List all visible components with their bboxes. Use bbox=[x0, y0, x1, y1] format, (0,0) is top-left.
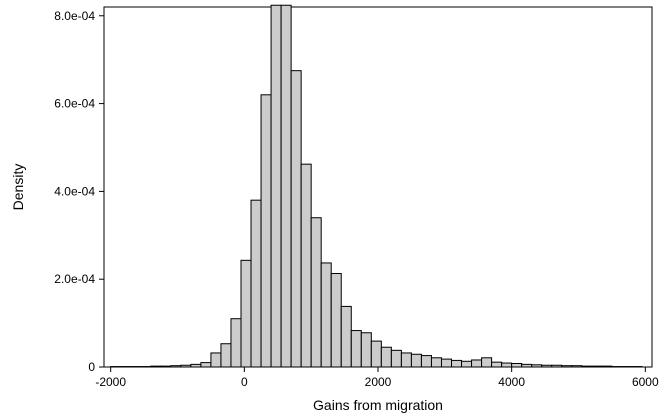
histogram-bar bbox=[461, 360, 473, 368]
histogram-bar bbox=[390, 349, 402, 368]
histogram-bar bbox=[591, 365, 603, 368]
histogram-bar bbox=[320, 262, 332, 368]
histogram-bar bbox=[410, 353, 422, 368]
histogram-bar bbox=[210, 352, 222, 368]
histogram-bar bbox=[491, 361, 503, 368]
histogram-bar bbox=[150, 365, 162, 368]
histogram-bar bbox=[481, 357, 493, 368]
histogram-bar bbox=[250, 199, 262, 368]
x-axis-title: Gains from migration bbox=[313, 397, 443, 413]
histogram-bar bbox=[180, 364, 192, 368]
histogram-bar bbox=[350, 330, 362, 368]
histogram-bar bbox=[340, 305, 352, 368]
histogram-bar bbox=[330, 272, 342, 368]
histogram-bar bbox=[420, 355, 432, 368]
y-tick-label: 8.0e-04 bbox=[54, 9, 95, 23]
histogram-bar bbox=[571, 365, 583, 368]
histogram-bar bbox=[280, 4, 292, 368]
y-axis-title: Density bbox=[10, 164, 26, 211]
histogram-bar bbox=[240, 259, 252, 368]
histogram-bar bbox=[601, 365, 613, 368]
x-tick-label: 4000 bbox=[498, 375, 525, 389]
histogram-bar bbox=[290, 70, 302, 368]
x-tick-label: 0 bbox=[241, 375, 248, 389]
bars-group bbox=[110, 4, 643, 368]
histogram-bar bbox=[451, 359, 463, 368]
histogram-bar bbox=[170, 365, 182, 368]
x-axis: -2000 0 2000 4000 6000 bbox=[95, 367, 659, 389]
histogram-bar bbox=[310, 217, 322, 368]
y-tick-label: 0 bbox=[88, 360, 95, 374]
histogram-bar bbox=[160, 365, 172, 368]
y-axis: 0 2.0e-04 4.0e-04 6.0e-04 8.0e-04 bbox=[54, 9, 104, 374]
histogram-bar bbox=[400, 352, 412, 368]
histogram-bar bbox=[440, 358, 453, 368]
histogram-bar bbox=[200, 362, 212, 368]
histogram-bar bbox=[521, 363, 533, 368]
histogram-bar bbox=[360, 332, 372, 368]
histogram-bar bbox=[501, 362, 513, 368]
histogram-bar bbox=[300, 163, 312, 368]
y-tick-label: 2.0e-04 bbox=[54, 272, 95, 286]
x-tick-label: 6000 bbox=[632, 375, 659, 389]
x-tick-label: -2000 bbox=[95, 375, 126, 389]
x-tick-label: 2000 bbox=[365, 375, 392, 389]
histogram-bar bbox=[380, 346, 392, 368]
plot-frame bbox=[103, 6, 653, 368]
histogram-bar bbox=[430, 357, 442, 368]
histogram-bar bbox=[511, 362, 523, 368]
histogram-bar bbox=[230, 318, 242, 368]
histogram-bar bbox=[471, 359, 483, 368]
y-tick-label: 6.0e-04 bbox=[54, 97, 95, 111]
histogram-bar bbox=[370, 340, 382, 368]
histogram-bar bbox=[561, 365, 573, 368]
histogram-bar bbox=[541, 364, 553, 368]
histogram-bar bbox=[531, 364, 543, 368]
histogram-bar bbox=[220, 343, 232, 368]
histogram-bar bbox=[190, 363, 202, 368]
histogram-bar bbox=[260, 94, 272, 368]
histogram-bar bbox=[551, 364, 563, 368]
y-tick-label: 4.0e-04 bbox=[54, 184, 95, 198]
histogram-bar bbox=[270, 4, 282, 368]
histogram-bar bbox=[581, 365, 593, 368]
